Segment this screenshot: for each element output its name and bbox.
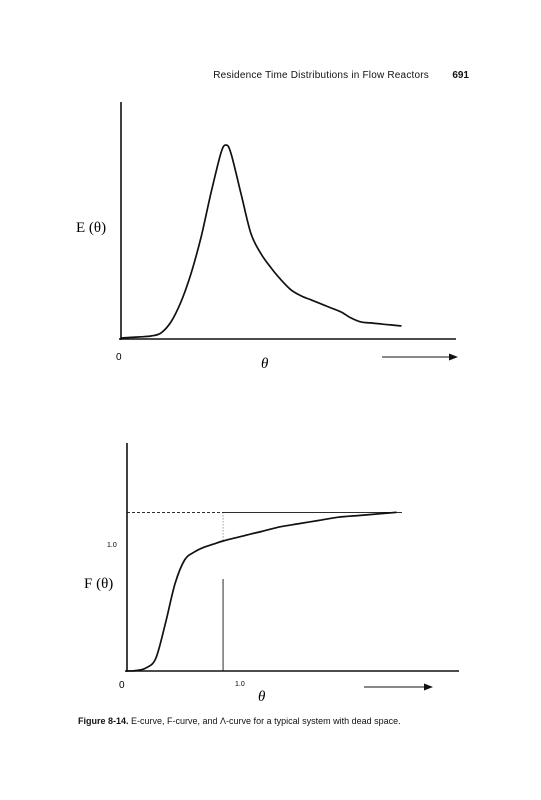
- f-x-origin-label: 0: [119, 680, 125, 691]
- page-number: 691: [452, 70, 469, 81]
- f-curve-chart: 1.0 F (θ) 0 1.0 θ: [84, 443, 459, 705]
- e-x-arrow: [382, 353, 458, 361]
- f-x-arrow: [364, 683, 433, 691]
- e-y-label: E (θ): [76, 220, 106, 236]
- f-series-line: [126, 511, 397, 672]
- running-title: Residence Time Distributions in Flow Rea…: [213, 70, 429, 81]
- f-y-tick-label: 1.0: [107, 542, 117, 549]
- caption-text: E-curve, F-curve, and Λ-curve for a typi…: [128, 716, 401, 726]
- f-y-label: F (θ): [84, 576, 113, 592]
- f-x-tick-label: 1.0: [235, 681, 245, 688]
- page-header: Residence Time Distributions in Flow Rea…: [0, 70, 541, 88]
- e-curve-chart: E (θ) 0 θ: [76, 102, 458, 372]
- caption-label: Figure 8-14.: [78, 716, 129, 726]
- e-series-line: [120, 144, 402, 339]
- figure-caption: Figure 8-14. E-curve, F-curve, and Λ-cur…: [78, 716, 518, 726]
- e-x-label: θ: [261, 356, 269, 372]
- f-x-label: θ: [258, 689, 266, 705]
- e-x-origin-label: 0: [116, 352, 122, 363]
